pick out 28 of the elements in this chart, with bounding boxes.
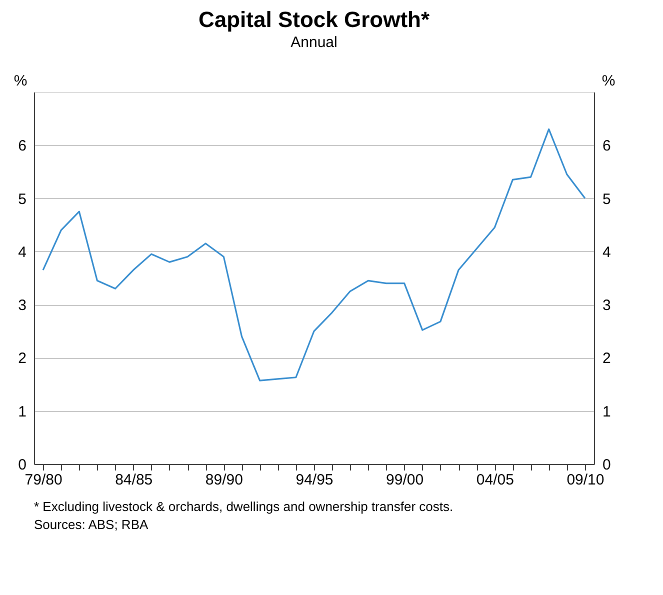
y2-tick-label: 3 bbox=[602, 297, 611, 314]
x-tick-label: 99/00 bbox=[386, 472, 424, 488]
y2-tick-label: 0 bbox=[602, 456, 611, 474]
x-tick-label: 89/90 bbox=[205, 472, 243, 488]
y-tick-label: 1 bbox=[18, 403, 26, 420]
chart-title: Capital Stock Growth* bbox=[198, 7, 430, 32]
y-tick-label: 5 bbox=[18, 190, 26, 208]
x-tick-label: 84/85 bbox=[115, 472, 153, 488]
x-tick-label: 79/80 bbox=[24, 472, 62, 488]
x-tick-label: 09/10 bbox=[566, 472, 604, 488]
y-tick-label: 6 bbox=[18, 138, 26, 155]
y2-tick-label: 5 bbox=[602, 190, 611, 208]
y-tick-label: 0 bbox=[18, 456, 26, 474]
y2-tick-label: 4 bbox=[602, 244, 611, 261]
y-tick-label: 3 bbox=[18, 297, 26, 314]
x-tick-label: 04/05 bbox=[476, 472, 514, 488]
y-axis-title: % bbox=[14, 72, 28, 90]
y2-tick-label: 2 bbox=[602, 350, 611, 368]
line-series bbox=[42, 128, 586, 382]
source-note: Sources: ABS; RBA bbox=[34, 517, 148, 532]
y2-tick-label: 6 bbox=[602, 138, 611, 155]
y-tick-label: 4 bbox=[18, 244, 26, 261]
y2-axis-title: % bbox=[602, 72, 616, 90]
y-tick-label: 2 bbox=[18, 350, 26, 368]
x-tick-label: 94/95 bbox=[296, 472, 334, 488]
text: * Excluding livestock & orchards, dwellings and ownership transfer costs. bbox=[34, 499, 454, 514]
chart-subtitle: Annual bbox=[290, 34, 338, 51]
y2-tick-label: 1 bbox=[602, 403, 611, 420]
